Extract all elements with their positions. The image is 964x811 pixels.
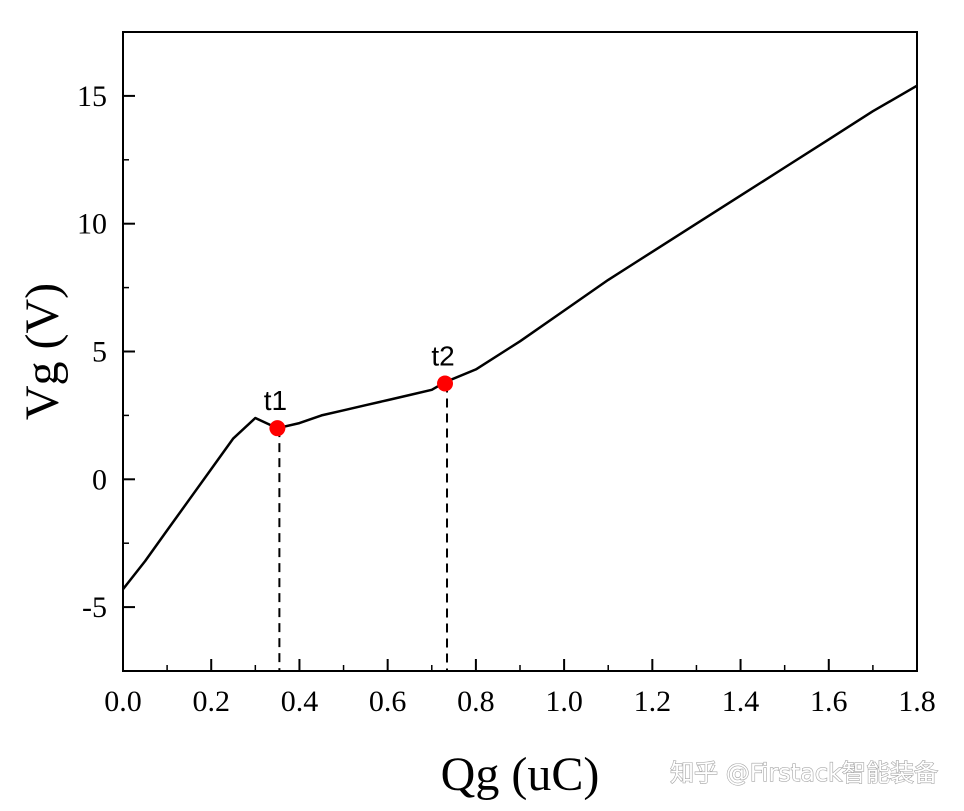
x-tick-label: 1.4 xyxy=(722,685,760,718)
y-tick-label: 0 xyxy=(92,463,107,496)
x-tick-label: 1.0 xyxy=(545,685,583,718)
dashed-drop-lines xyxy=(278,383,449,671)
y-tick-labels: -5 0 5 10 15 xyxy=(77,80,107,624)
annotation-point xyxy=(269,420,286,437)
y-axis-title: Vg (V) xyxy=(16,283,69,420)
x-axis-title: Qg (uC) xyxy=(441,748,600,801)
annotation-label: t2 xyxy=(431,340,454,371)
x-tick-label: 0.2 xyxy=(192,685,230,718)
y-tick-label: 10 xyxy=(77,208,107,241)
x-tick-label: 1.6 xyxy=(810,685,848,718)
y-tick-label: 15 xyxy=(77,80,107,113)
annotation-points: t1 t2 xyxy=(264,340,455,437)
x-tick-labels: 0.0 0.2 0.4 0.6 0.8 1.0 1.2 1.4 1.6 1.8 xyxy=(104,685,936,718)
annotation-point xyxy=(437,375,454,392)
y-tick-label: 5 xyxy=(92,336,107,369)
x-tick-label: 0.4 xyxy=(281,685,319,718)
series-line xyxy=(122,84,918,590)
x-tick-label: 0.6 xyxy=(369,685,407,718)
annotation-label: t1 xyxy=(264,385,287,416)
y-tick-label: -5 xyxy=(82,591,107,624)
x-tick-label: 1.8 xyxy=(898,685,936,718)
x-tick-label: 1.2 xyxy=(634,685,672,718)
series-layer xyxy=(122,84,918,590)
x-tick-label: 0.8 xyxy=(457,685,495,718)
x-tick-label: 0.0 xyxy=(104,685,142,718)
watermark-text: 知乎 @Firstack智能装备 xyxy=(670,759,938,787)
axis-ticks xyxy=(122,31,918,672)
